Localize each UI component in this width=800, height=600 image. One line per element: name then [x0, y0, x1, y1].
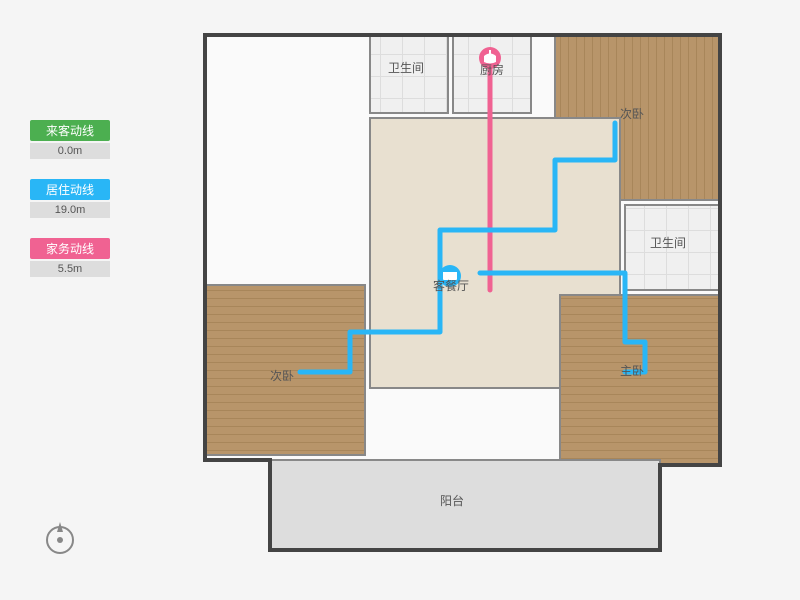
- label-bathroom2: 卫生间: [650, 236, 686, 250]
- label-kitchen: 厨房: [480, 62, 504, 77]
- legend-value-guest: 0.0m: [30, 143, 110, 159]
- legend-label-house: 家务动线: [30, 238, 110, 259]
- legend-value-living: 19.0m: [30, 202, 110, 218]
- legend-item-living: 居住动线 19.0m: [30, 179, 140, 218]
- balcony-rect: [270, 460, 660, 550]
- canvas: 来客动线 0.0m 居住动线 19.0m 家务动线 5.5m 卫生间厨房次卧卫生…: [0, 0, 800, 600]
- label-bathroom1: 卫生间: [388, 61, 424, 75]
- legend: 来客动线 0.0m 居住动线 19.0m 家务动线 5.5m: [30, 120, 140, 297]
- label-bedroom2a: 次卧: [620, 107, 644, 121]
- compass-icon: [40, 520, 80, 560]
- label-master: 主卧: [620, 364, 644, 378]
- legend-label-guest: 来客动线: [30, 120, 110, 141]
- master-rect: [560, 295, 720, 465]
- legend-item-guest: 来客动线 0.0m: [30, 120, 140, 159]
- label-bedroom2b: 次卧: [270, 369, 294, 383]
- legend-item-house: 家务动线 5.5m: [30, 238, 140, 277]
- legend-label-living: 居住动线: [30, 179, 110, 200]
- label-dining: 客餐厅: [433, 278, 469, 293]
- label-balcony: 阳台: [440, 493, 464, 508]
- legend-value-house: 5.5m: [30, 261, 110, 277]
- floorplan: 卫生间厨房次卧卫生间客餐厅次卧主卧阳台: [160, 10, 760, 570]
